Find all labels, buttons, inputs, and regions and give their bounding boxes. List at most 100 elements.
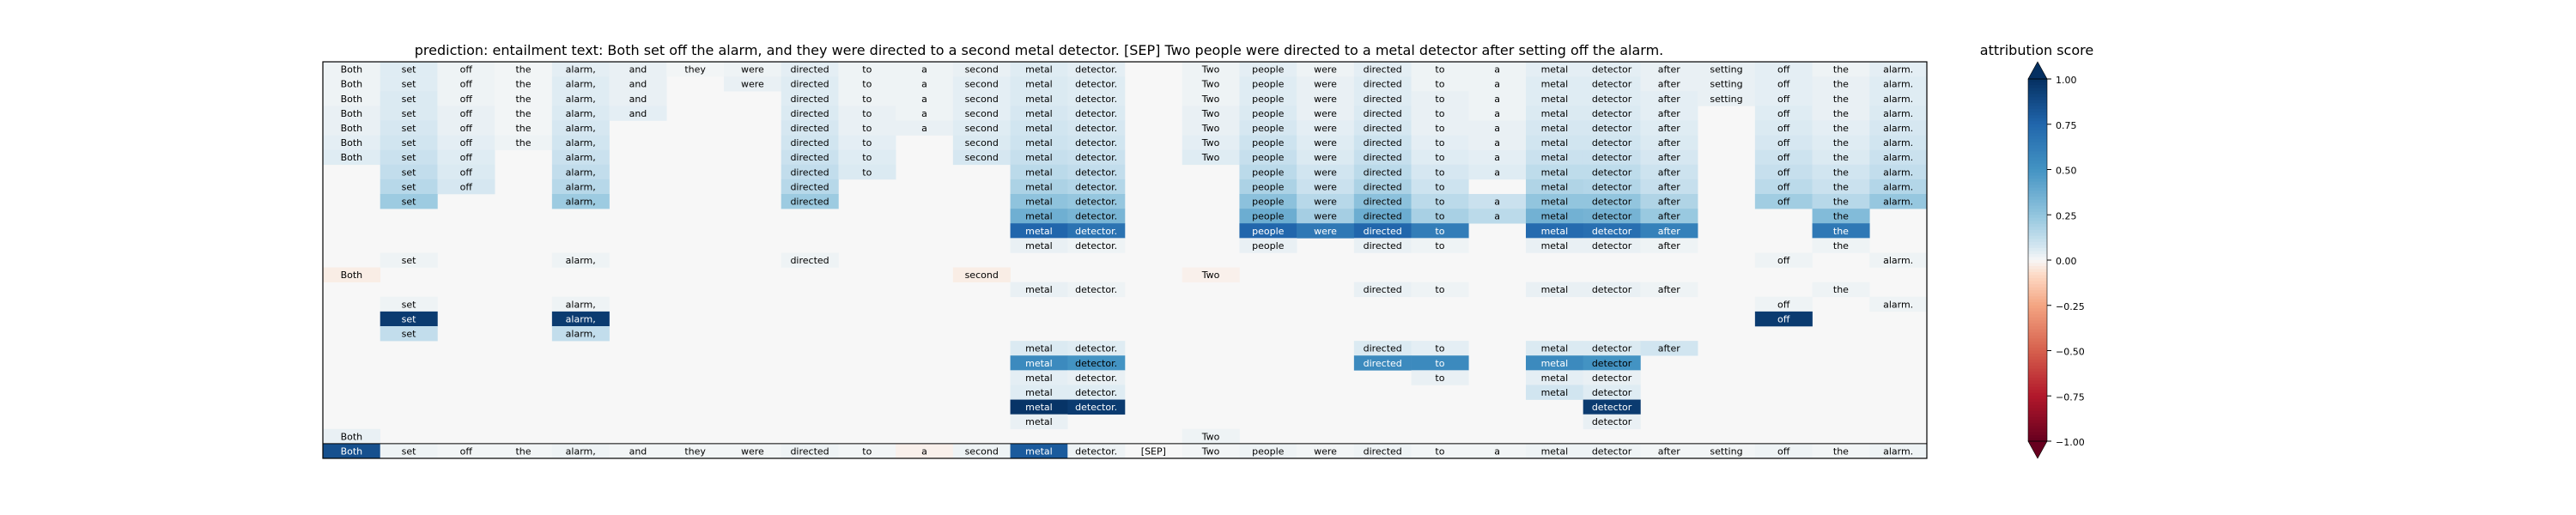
- heatmap-cell: [380, 311, 438, 327]
- cell-token-label: metal: [1025, 358, 1053, 369]
- cell-token-label: people: [1252, 167, 1285, 178]
- cell-token-label: to: [862, 137, 872, 148]
- cell-token-label: alarm.: [1883, 152, 1913, 163]
- colorbar-segment: [2028, 347, 2047, 351]
- heatmap-cell: [1010, 443, 1068, 459]
- colorbar-segment: [2028, 372, 2047, 376]
- cell-token-label: detector.: [1075, 284, 1117, 295]
- heatmap-cells: [323, 62, 1928, 459]
- cell-token-label: metal: [1541, 226, 1569, 237]
- colorbar-segment: [2028, 314, 2047, 318]
- heatmap-cell: [1353, 341, 1412, 356]
- heatmap-cell: [1067, 238, 1126, 253]
- cell-token-label: set: [402, 152, 416, 163]
- heatmap-cell: [1812, 443, 1870, 459]
- cell-token-label: alarm,: [566, 445, 596, 457]
- cell-token-label: set: [402, 313, 416, 324]
- cell-token-label: Two: [1201, 64, 1220, 76]
- heatmap-cell: [551, 311, 610, 327]
- colorbar-segment: [2028, 118, 2047, 122]
- heatmap-cell: [1411, 76, 1469, 92]
- colorbar-tick-label: 0.00: [2056, 256, 2077, 267]
- colorbar-segment: [2028, 350, 2047, 354]
- heatmap-cell: [1010, 223, 1068, 239]
- heatmap-cell: [1182, 120, 1240, 136]
- cell-token-label: people: [1252, 137, 1285, 148]
- heatmap-cell: [1640, 443, 1698, 459]
- heatmap-cell: [1067, 443, 1126, 459]
- cell-token-label: a: [921, 108, 927, 119]
- cell-token-label: metal: [1025, 181, 1053, 192]
- cell-token-label: setting: [1710, 79, 1742, 90]
- colorbar-extend-min: [2027, 440, 2048, 459]
- heatmap-cell: [1411, 238, 1469, 253]
- colorbar-segment: [2028, 390, 2047, 394]
- heatmap-cell: [838, 76, 896, 92]
- heatmap-cell: [1698, 91, 1756, 106]
- heatmap-cell: [1869, 443, 1928, 459]
- cell-token-label: setting: [1710, 445, 1742, 457]
- cell-token-label: off: [1777, 167, 1790, 178]
- cell-token-label: directed: [1364, 445, 1402, 457]
- cell-token-label: to: [862, 152, 872, 163]
- cell-token-label: alarm.: [1883, 299, 1913, 310]
- heatmap-cell: [437, 179, 495, 195]
- cell-token-label: alarm.: [1883, 181, 1913, 192]
- cell-token-label: detector.: [1075, 387, 1117, 398]
- heatmap-cell: [437, 91, 495, 106]
- cell-token-label: set: [402, 329, 416, 340]
- cell-token-label: off: [1777, 255, 1790, 266]
- heatmap-cell: [380, 91, 438, 106]
- cell-token-label: a: [921, 123, 927, 134]
- heatmap-cell: [551, 76, 610, 92]
- cell-token-label: metal: [1541, 211, 1569, 222]
- heatmap-cell: [1640, 76, 1698, 92]
- cell-token-label: and: [629, 64, 647, 76]
- cell-token-label: the: [515, 445, 531, 457]
- heatmap-cell: [1411, 370, 1469, 385]
- heatmap-cell: [1869, 91, 1928, 106]
- cell-token-label: detector: [1592, 358, 1632, 369]
- sep-token-label: [SEP]: [1141, 445, 1166, 457]
- heatmap-cell: [437, 149, 495, 166]
- heatmap-cell: [1353, 238, 1412, 253]
- colorbar-segment: [2028, 241, 2047, 245]
- cell-token-label: people: [1252, 181, 1285, 192]
- cell-token-label: off: [1777, 137, 1790, 148]
- heatmap-cell: [1583, 355, 1641, 371]
- heatmap-cell: [1067, 120, 1126, 136]
- cell-token-label: directed: [790, 167, 829, 178]
- colorbar-segment: [2028, 227, 2047, 231]
- cell-token-label: a: [1494, 152, 1500, 163]
- cell-token-label: a: [921, 79, 927, 90]
- cell-token-label: off: [1777, 108, 1790, 119]
- heatmap-cell: [1583, 135, 1641, 150]
- heatmap-cell: [1067, 223, 1126, 239]
- cell-token-label: directed: [790, 152, 829, 163]
- cell-token-label: to: [862, 123, 872, 134]
- heatmap-cell: [1526, 120, 1584, 136]
- heatmap-cell: [838, 91, 896, 106]
- cell-token-label: second: [965, 64, 999, 76]
- cell-token-label: to: [1435, 137, 1444, 148]
- cell-token-label: detector: [1592, 445, 1632, 457]
- heatmap-cell: [323, 106, 381, 121]
- heatmap-cell: [1583, 414, 1641, 430]
- cell-token-label: Both: [341, 123, 363, 134]
- colorbar-segment: [2028, 197, 2047, 201]
- colorbar-segment: [2028, 97, 2047, 101]
- heatmap-cell: [1297, 164, 1355, 180]
- heatmap-cell: [1353, 282, 1412, 298]
- cell-token-label: alarm.: [1883, 137, 1913, 148]
- heatmap-cell: [1640, 106, 1698, 121]
- cell-token-label: to: [862, 64, 872, 76]
- cell-token-label: they: [684, 64, 706, 76]
- cell-token-label: to: [1435, 94, 1444, 105]
- colorbar-segment: [2028, 414, 2047, 418]
- cell-token-label: people: [1252, 123, 1285, 134]
- heatmap-cell: [1526, 341, 1584, 356]
- colorbar-segment: [2028, 432, 2047, 436]
- heatmap-cell: [781, 135, 839, 150]
- cell-token-label: alarm,: [566, 197, 596, 208]
- heatmap-cell: [1526, 149, 1584, 166]
